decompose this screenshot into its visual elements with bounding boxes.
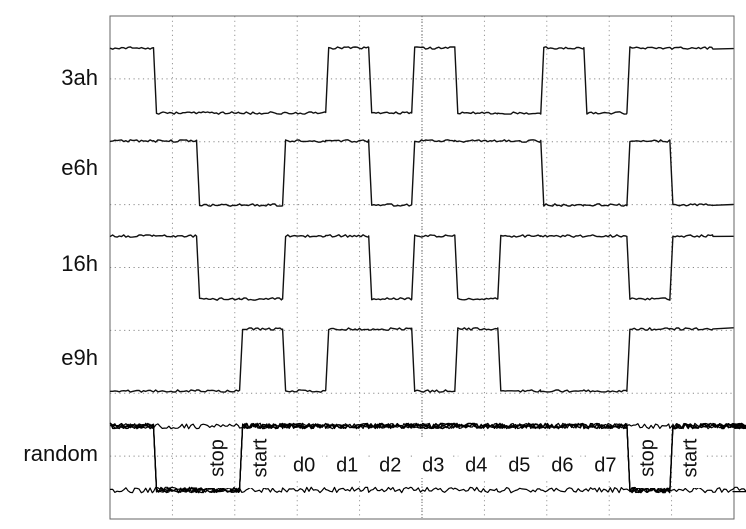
random-bit-label-start: start [249, 438, 271, 477]
bit-labels: stop start d0 d1 d2 d3 d4 d5 d6 d7 stop start [205, 434, 704, 488]
random-bit-label-d7: d7 [594, 454, 616, 476]
random-bit-label-background [286, 438, 323, 478]
row-label-3ah: 3ah [61, 65, 98, 90]
random-bit-label-d5: d5 [508, 454, 530, 476]
random-bit-label-background [544, 438, 581, 478]
random-bit-label-d1: d1 [336, 454, 358, 476]
trace-16h [109, 234, 734, 301]
random-bit-label-background [678, 434, 704, 488]
random-bit-label-background [501, 438, 538, 478]
random-bit-label-background [205, 434, 231, 488]
random-trace-high-band [109, 422, 746, 430]
row-label-e6h: e6h [61, 155, 98, 180]
trace-e9h [109, 327, 734, 393]
random-bit-label-d4: d4 [465, 454, 487, 476]
random-bit-label-background [415, 438, 452, 478]
row-label-16h: 16h [61, 251, 98, 276]
random-bit-label-background [587, 438, 624, 478]
plot-frame [109, 15, 735, 520]
random-bit-label-d2: d2 [379, 454, 401, 476]
random-bit-label-stop: stop [637, 439, 659, 477]
trace-e6h [109, 139, 734, 207]
random-bit-label-background [458, 438, 495, 478]
random-bit-label-background [635, 434, 661, 488]
random-bit-label-background [372, 438, 409, 478]
row-label-e9h: e9h [61, 345, 98, 370]
label-layer: 3ah e6h 16h e9h random [23, 65, 98, 466]
trace-3ah [109, 46, 734, 115]
trace-layer [109, 46, 746, 494]
random-bit-label-background [329, 438, 366, 478]
random-bit-label-d3: d3 [422, 454, 444, 476]
random-bit-label-stop: stop [206, 439, 228, 477]
random-label: random [23, 441, 98, 466]
random-trace-low-band [109, 486, 746, 494]
random-bit-label-d0: d0 [293, 454, 315, 476]
random-bit-label-start: start [680, 438, 702, 477]
random-bit-label-background [248, 434, 274, 488]
random-bit-label-d6: d6 [551, 454, 573, 476]
